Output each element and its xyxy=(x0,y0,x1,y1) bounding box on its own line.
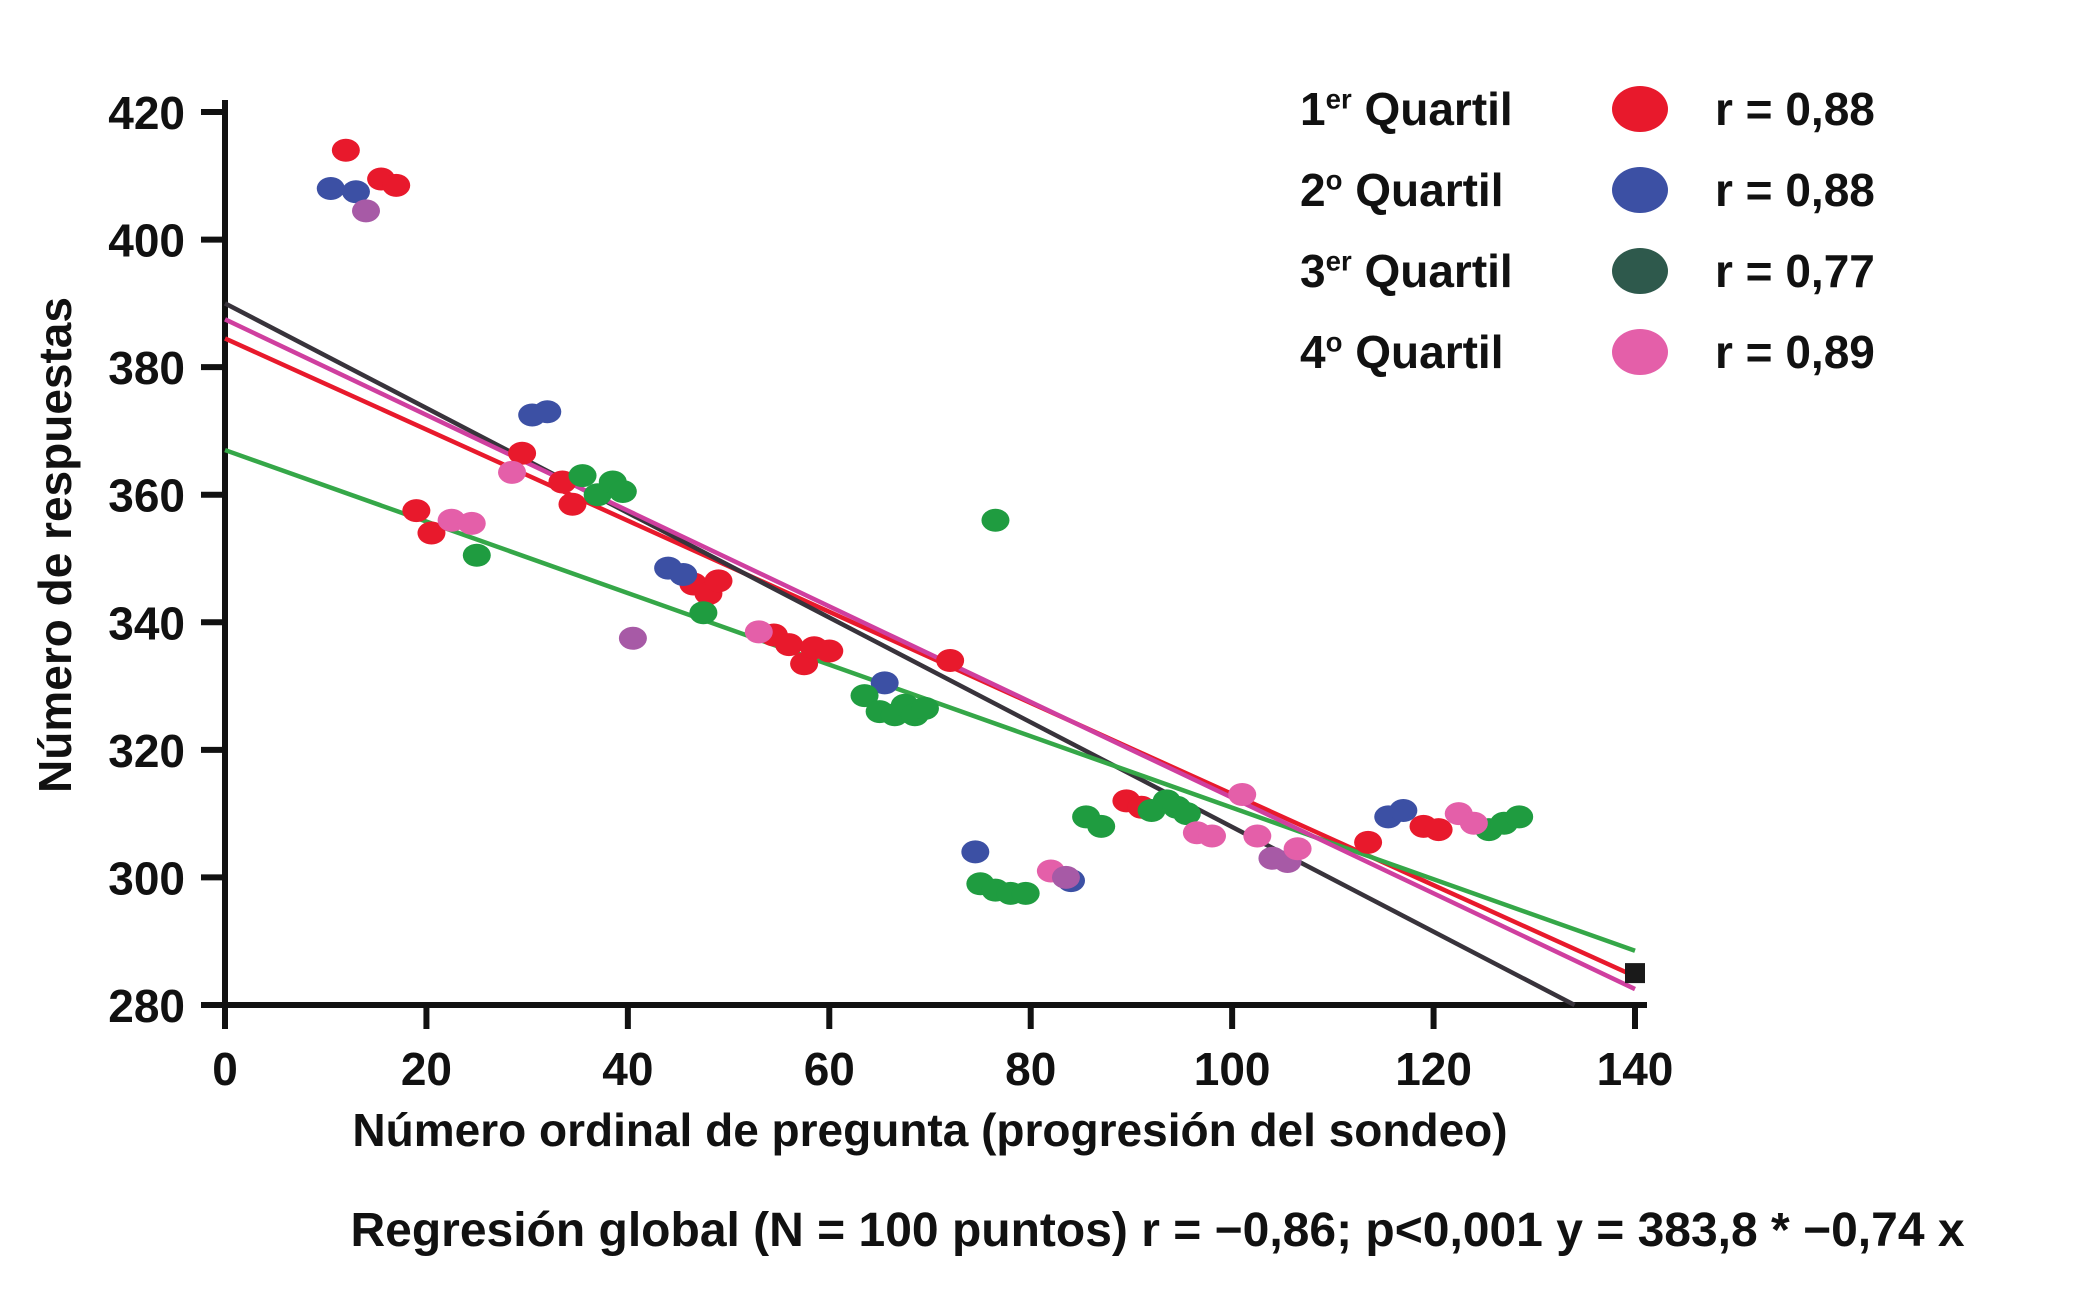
data-point xyxy=(1459,811,1488,835)
data-point xyxy=(961,840,990,864)
x-tick-label: 60 xyxy=(804,1043,855,1095)
legend: 1er Quartil r = 0,88 2o Quartil r = 0,88 3er… xyxy=(1300,68,1875,392)
x-tick-label: 120 xyxy=(1395,1043,1472,1095)
data-point xyxy=(341,180,370,204)
trend-line xyxy=(223,301,1576,1007)
data-point xyxy=(704,569,733,593)
y-tick-label: 320 xyxy=(108,725,185,777)
data-point xyxy=(508,441,537,465)
data-point xyxy=(1011,881,1040,905)
legend-swatch xyxy=(1612,85,1668,132)
data-point xyxy=(1243,824,1272,848)
data-point xyxy=(533,400,562,424)
legend-r-value: r = 0,88 xyxy=(1715,163,1875,216)
data-point xyxy=(618,626,647,650)
data-point xyxy=(936,649,965,673)
legend-label: 4o Quartil xyxy=(1300,325,1504,378)
data-point xyxy=(1505,805,1534,829)
data-point xyxy=(1198,824,1226,848)
data-point xyxy=(568,464,597,488)
y-tick-label: 360 xyxy=(108,470,185,522)
legend-item: 4o Quartil r = 0,89 xyxy=(1300,311,1875,392)
data-point xyxy=(462,543,491,567)
y-axis-label: Número de respuestas xyxy=(29,297,81,793)
x-tick-label: 40 xyxy=(602,1043,653,1095)
data-point xyxy=(1389,798,1418,822)
data-point xyxy=(382,173,411,197)
data-point xyxy=(1424,818,1453,842)
data-point xyxy=(870,671,899,695)
marker-square xyxy=(1625,963,1645,984)
trend-line xyxy=(224,317,1636,992)
y-tick-label: 420 xyxy=(108,87,185,139)
data-point xyxy=(981,508,1010,532)
x-tick-label: 100 xyxy=(1194,1043,1271,1095)
data-point xyxy=(316,177,345,201)
data-point xyxy=(775,633,803,657)
data-point xyxy=(815,639,844,663)
y-tick-label: 400 xyxy=(108,215,185,267)
y-tick-label: 340 xyxy=(108,597,185,649)
y-tick-label: 380 xyxy=(108,342,185,394)
trend-line xyxy=(224,336,1636,979)
data-point xyxy=(689,601,718,625)
legend-r-value: r = 0,89 xyxy=(1715,325,1875,378)
data-point xyxy=(1051,865,1080,889)
legend-swatch xyxy=(1612,247,1668,294)
data-point xyxy=(1228,783,1257,807)
legend-swatch xyxy=(1612,166,1668,213)
legend-label: 2o Quartil xyxy=(1300,163,1504,216)
data-point xyxy=(331,138,360,162)
data-point xyxy=(608,480,637,504)
x-tick-label: 0 xyxy=(212,1043,238,1095)
legend-label: 1er Quartil xyxy=(1300,82,1513,135)
legend-r-value: r = 0,77 xyxy=(1715,244,1875,297)
legend-label: 3er Quartil xyxy=(1300,244,1513,297)
legend-r-value: r = 0,88 xyxy=(1715,82,1875,135)
global-regression-caption: Regresión global (N = 100 puntos) r = −0… xyxy=(350,1204,1965,1257)
legend-item: 2o Quartil r = 0,88 xyxy=(1300,149,1875,230)
legend-swatch xyxy=(1612,328,1668,375)
data-point xyxy=(1172,802,1201,826)
data-point xyxy=(669,562,698,586)
data-point xyxy=(558,492,587,516)
x-axis-label: Número ordinal de pregunta (progresión d… xyxy=(352,1104,1508,1156)
data-point xyxy=(910,696,939,720)
data-point xyxy=(744,620,773,644)
legend-item: 1er Quartil r = 0,88 xyxy=(1300,68,1875,149)
data-point xyxy=(850,684,879,708)
data-point xyxy=(1354,830,1383,854)
data-point xyxy=(417,521,446,545)
data-point xyxy=(1283,837,1312,861)
data-point xyxy=(352,199,380,223)
data-point xyxy=(1087,814,1116,838)
data-point xyxy=(457,511,486,535)
y-tick-label: 280 xyxy=(108,980,185,1032)
y-tick-label: 300 xyxy=(108,852,185,904)
x-tick-label: 20 xyxy=(401,1043,452,1095)
data-point xyxy=(498,460,527,484)
x-tick-label: 80 xyxy=(1005,1043,1056,1095)
data-point xyxy=(402,499,431,523)
x-tick-label: 140 xyxy=(1597,1043,1674,1095)
legend-item: 3er Quartil r = 0,77 xyxy=(1300,230,1875,311)
